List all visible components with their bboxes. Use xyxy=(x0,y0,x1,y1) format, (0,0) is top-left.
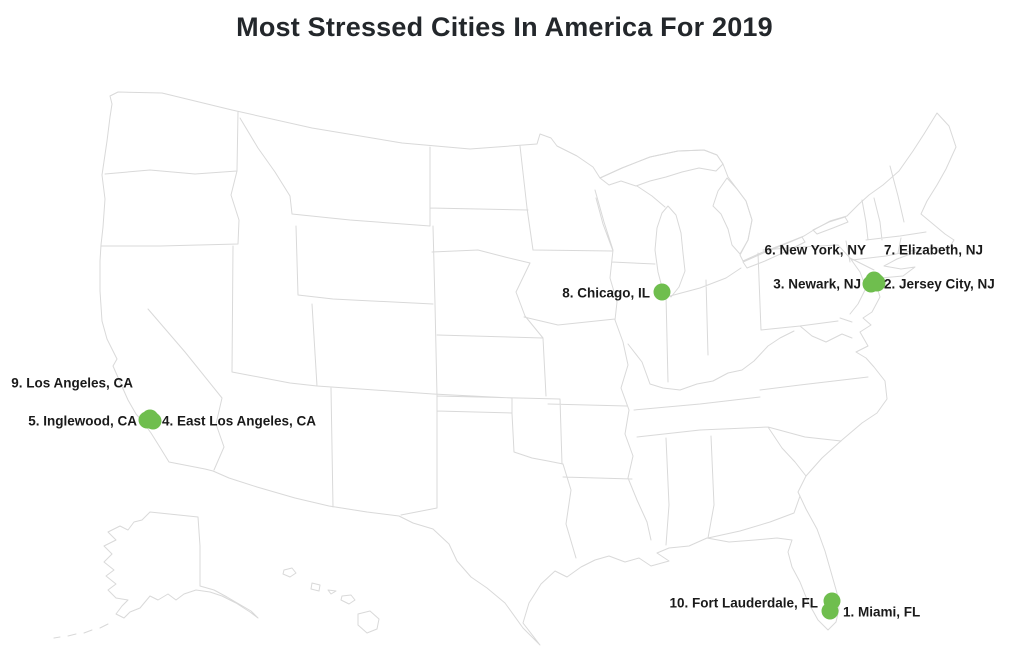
city-label: 3. Newark, NJ xyxy=(773,276,861,292)
great-lakes xyxy=(599,149,849,298)
city-dot[interactable] xyxy=(867,273,885,291)
page-title: Most Stressed Cities In America For 2019 xyxy=(236,12,773,42)
city-dot[interactable] xyxy=(823,592,841,610)
city-dot[interactable] xyxy=(141,409,159,427)
city-label: 9. Los Angeles, CA xyxy=(11,375,133,391)
city-dot[interactable] xyxy=(653,283,671,301)
city-label: 7. Elizabeth, NJ xyxy=(884,242,984,258)
city-label: 10. Fort Lauderdale, FL xyxy=(669,595,818,611)
city-label: 2. Jersey City, NJ xyxy=(884,276,995,292)
city-label: 8. Chicago, IL xyxy=(562,285,650,301)
city-label: 4. East Los Angeles, CA xyxy=(162,413,317,429)
city-label: 1. Miami, FL xyxy=(843,604,921,620)
city-label: 6. New York, NY xyxy=(764,242,866,258)
alaska-outline xyxy=(53,511,259,639)
city-label: 5. Inglewood, CA xyxy=(28,413,137,429)
state-borders xyxy=(100,111,927,559)
hawaii-islands xyxy=(282,567,380,634)
